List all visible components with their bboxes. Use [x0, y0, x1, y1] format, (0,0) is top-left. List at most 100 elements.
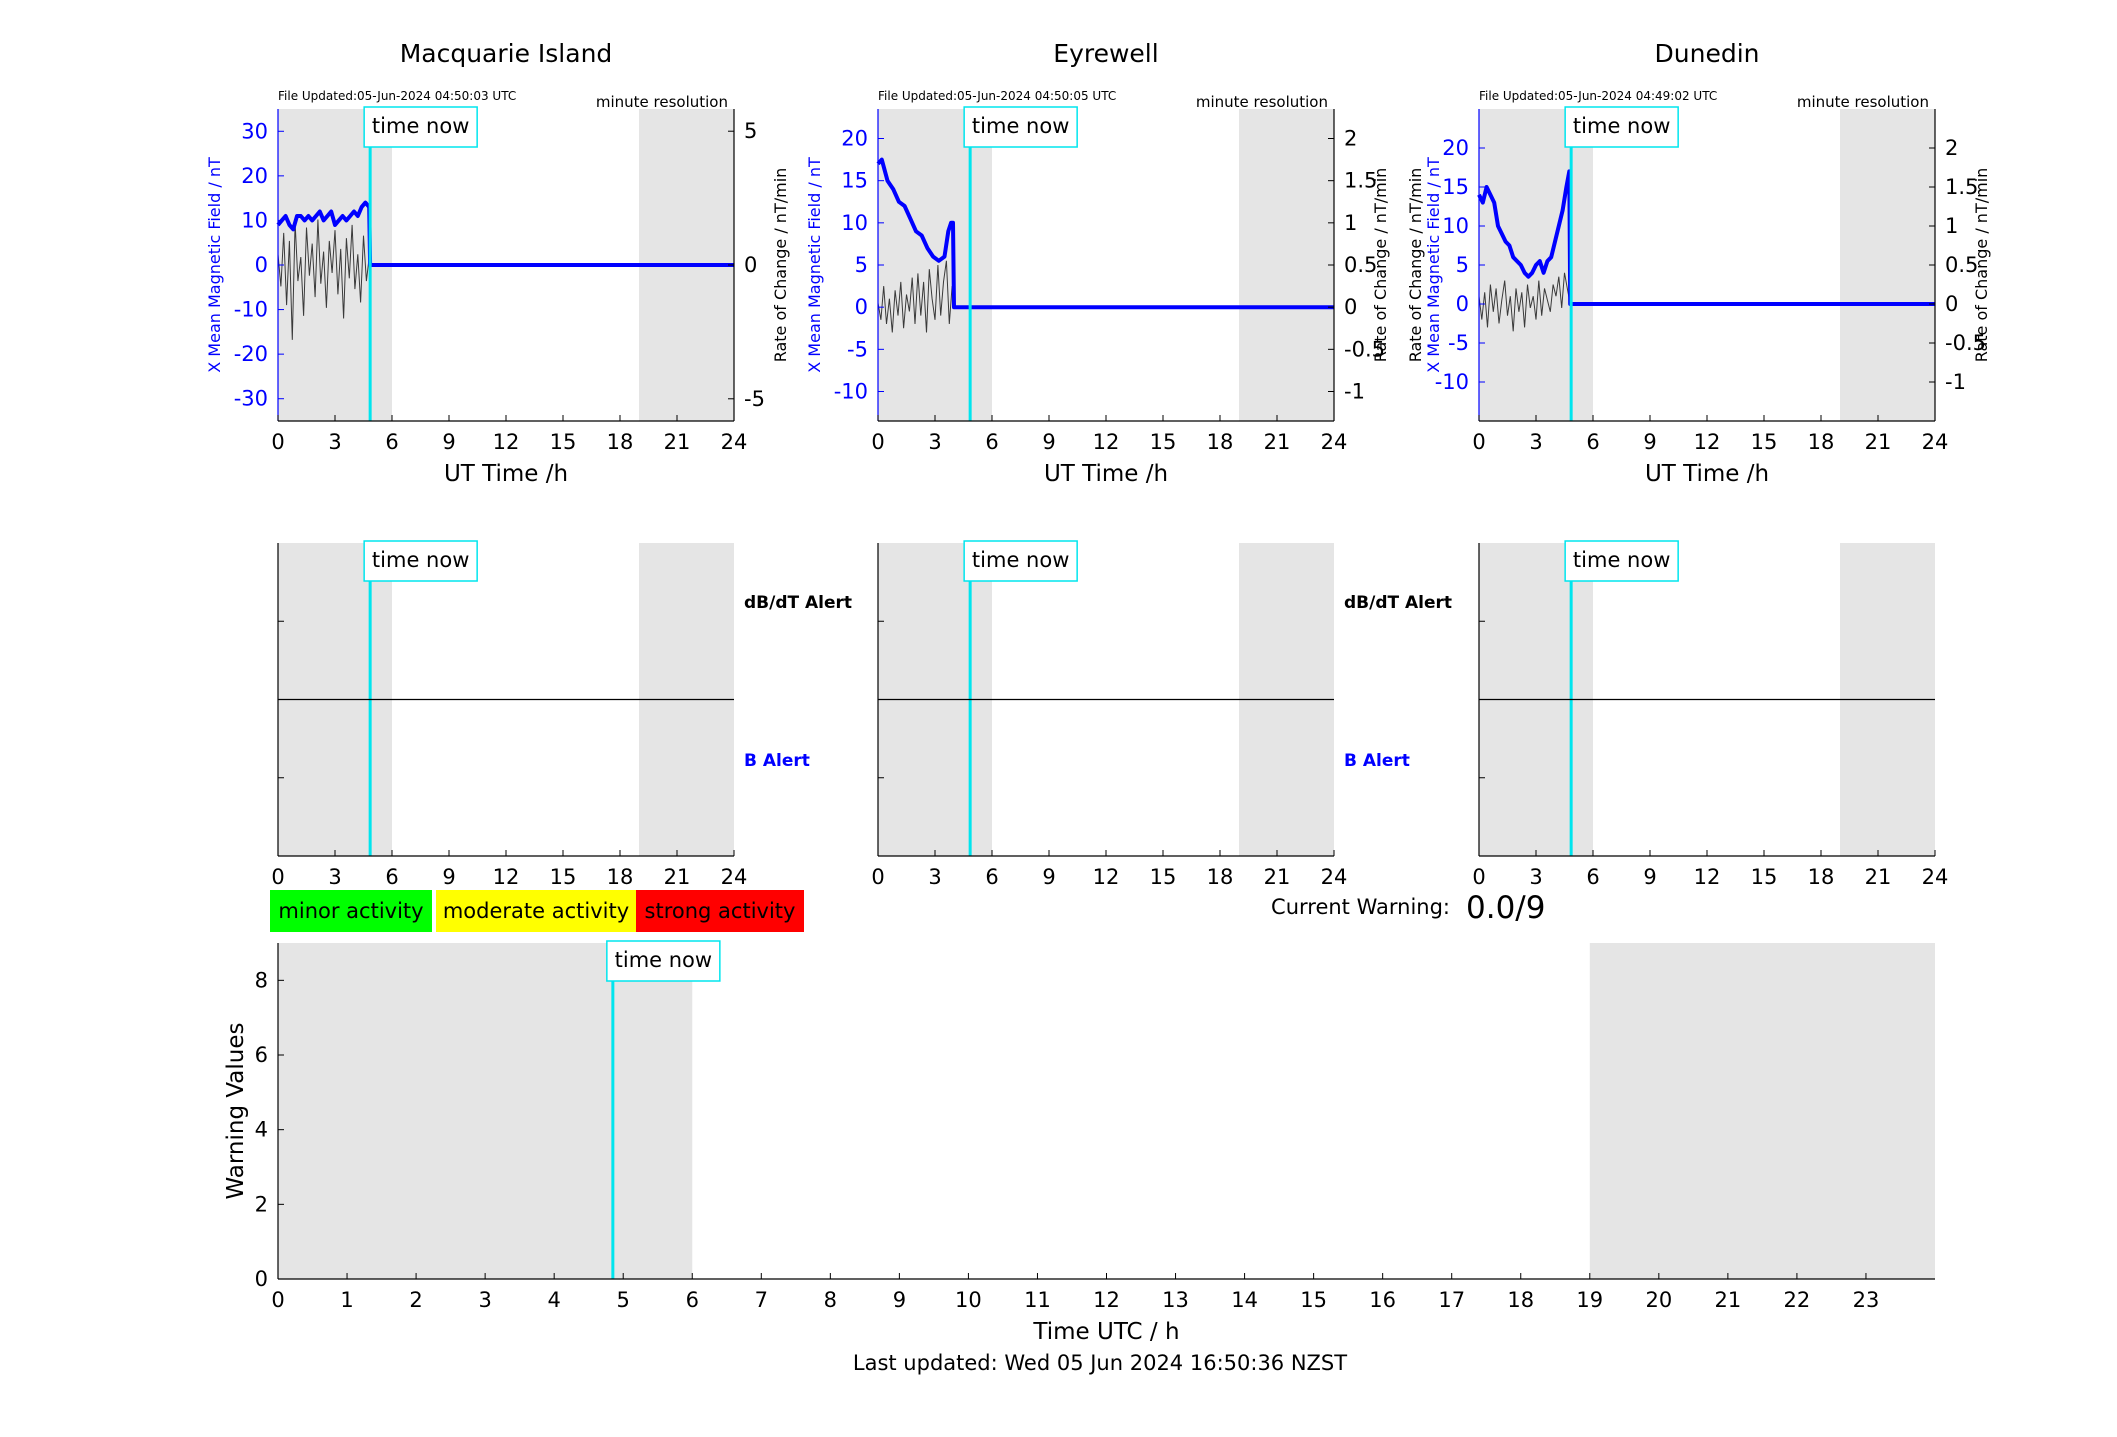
- x-tick-label: 24: [1922, 865, 1949, 889]
- chart-title: Dunedin: [1655, 39, 1760, 68]
- y-tick-label-left: -30: [234, 387, 268, 411]
- x-tick-label: 21: [1865, 865, 1892, 889]
- y-tick-label-left: -5: [1448, 331, 1469, 355]
- x-tick-label: 11: [1024, 1288, 1051, 1312]
- time-now-label: time now: [372, 548, 469, 572]
- y-axis-label-right: Rate of Change / nT/min: [1371, 168, 1390, 363]
- x-tick-label: 3: [1529, 430, 1542, 454]
- x-tick-label: 3: [328, 865, 341, 889]
- y-tick-label-left: -10: [834, 379, 868, 403]
- x-tick-label: 9: [442, 865, 455, 889]
- current-warning-value: 0.0/9: [1466, 890, 1545, 926]
- y-tick-label-right: 2: [1945, 136, 1958, 160]
- x-tick-label: 12: [1093, 865, 1120, 889]
- time-now-box: [963, 106, 1078, 148]
- legend-swatch: [436, 890, 636, 932]
- time-now-box: [1564, 106, 1679, 148]
- x-tick-label: 16: [1369, 1288, 1396, 1312]
- y-tick-label-right: -0.5: [1945, 331, 1986, 355]
- x-tick-label: 15: [1751, 430, 1778, 454]
- x-tick-label: 0: [271, 1288, 284, 1312]
- x-tick-label: 12: [493, 865, 520, 889]
- x-tick-label: 3: [928, 865, 941, 889]
- legend-label: minor activity: [278, 899, 423, 923]
- y-tick-label-left: 10: [841, 211, 868, 235]
- last-updated: Last updated: Wed 05 Jun 2024 16:50:36 N…: [853, 1351, 1347, 1375]
- alert-chart: time now 0 3 6 9 12 15 18 21 24 dB/dT Alert B Alert: [871, 540, 1452, 889]
- x-tick-label: 18: [1808, 430, 1835, 454]
- x-tick-label: 15: [1150, 865, 1177, 889]
- time-now-box: [963, 540, 1078, 582]
- x-axis-label: UT Time /h: [1044, 461, 1168, 487]
- x-tick-label: 10: [955, 1288, 982, 1312]
- x-axis-label: UT Time /h: [1645, 461, 1769, 487]
- y-tick-label: 6: [255, 1043, 268, 1067]
- y-tick-label-left: 5: [855, 253, 868, 277]
- x-tick-label: 22: [1784, 1288, 1811, 1312]
- x-tick-label: 18: [1207, 430, 1234, 454]
- x-tick-label: 8: [824, 1288, 837, 1312]
- magnetic-field-line: [276, 200, 734, 267]
- y-tick-label-right: -1: [1945, 370, 1966, 394]
- x-tick-label: 24: [721, 430, 748, 454]
- time-now-box: [1564, 540, 1679, 582]
- x-tick-label: 0: [871, 430, 884, 454]
- rate-of-change-line: [277, 219, 734, 340]
- y-tick-label-left: -5: [847, 337, 868, 361]
- y-axis-label-left: X Mean Magnetic Field / nT: [805, 157, 824, 373]
- y-tick-label: 0: [255, 1267, 268, 1291]
- x-tick-label: 24: [1922, 430, 1949, 454]
- time-now-label: time now: [1573, 114, 1670, 138]
- time-now-box: [363, 540, 478, 582]
- y-tick-label-left: -20: [234, 342, 268, 366]
- x-tick-label: 6: [985, 865, 998, 889]
- x-tick-label: 15: [1751, 865, 1778, 889]
- y-tick-label-left: 0: [255, 253, 268, 277]
- x-tick-label: 12: [1093, 1288, 1120, 1312]
- y-tick-label-right: 1.5: [1945, 175, 1978, 199]
- x-tick-label: 7: [755, 1288, 768, 1312]
- resolution-label: minute resolution: [1797, 93, 1929, 111]
- y-axis-label: Warning Values: [223, 1022, 249, 1199]
- time-now-label: time now: [372, 114, 469, 138]
- rate-of-change-line: [1478, 272, 1935, 332]
- y-axis-label-left-rate: Rate of Change / nT/min: [1406, 168, 1425, 363]
- x-tick-label: 18: [1507, 1288, 1534, 1312]
- x-tick-label: 3: [328, 430, 341, 454]
- y-tick-label-right: 1: [1945, 214, 1958, 238]
- y-tick-label-right: 2: [1344, 127, 1357, 151]
- activity-legend: minor activity moderate activity strong ac…: [270, 890, 804, 932]
- x-tick-label: 9: [442, 430, 455, 454]
- x-tick-label: 12: [1694, 430, 1721, 454]
- current-warning-label: Current Warning:: [1271, 895, 1450, 919]
- x-tick-label: 0: [271, 865, 284, 889]
- x-tick-label: 12: [1694, 865, 1721, 889]
- x-tick-label: 0: [871, 865, 884, 889]
- x-tick-label: 21: [1264, 430, 1291, 454]
- time-now-box: [606, 940, 721, 982]
- file-updated: File Updated:05-Jun-2024 04:50:05 UTC: [878, 89, 1116, 103]
- x-tick-label: 21: [1264, 865, 1291, 889]
- x-tick-label: 6: [1586, 430, 1599, 454]
- alert-chart: time now 0 3 6 9 12 15 18 21 24: [1472, 540, 1949, 889]
- x-tick-label: 13: [1162, 1288, 1189, 1312]
- x-tick-label: 21: [1715, 1288, 1742, 1312]
- night-shading: [1840, 109, 1935, 421]
- x-tick-label: 20: [1645, 1288, 1672, 1312]
- x-tick-label: 6: [385, 865, 398, 889]
- y-tick-label: 4: [255, 1118, 268, 1142]
- y-tick-label: 8: [255, 968, 268, 992]
- legend-label: strong activity: [645, 899, 796, 923]
- x-tick-label: 24: [721, 865, 748, 889]
- dbdt-alert-label: dB/dT Alert: [744, 593, 852, 613]
- y-tick-label-left: 20: [841, 127, 868, 151]
- y-axis-label-right: Rate of Change / nT/min: [1972, 168, 1991, 363]
- x-tick-label: 9: [1042, 430, 1055, 454]
- x-tick-label: 23: [1853, 1288, 1880, 1312]
- x-tick-label: 9: [893, 1288, 906, 1312]
- x-axis-label: UT Time /h: [444, 461, 568, 487]
- x-tick-label: 12: [493, 430, 520, 454]
